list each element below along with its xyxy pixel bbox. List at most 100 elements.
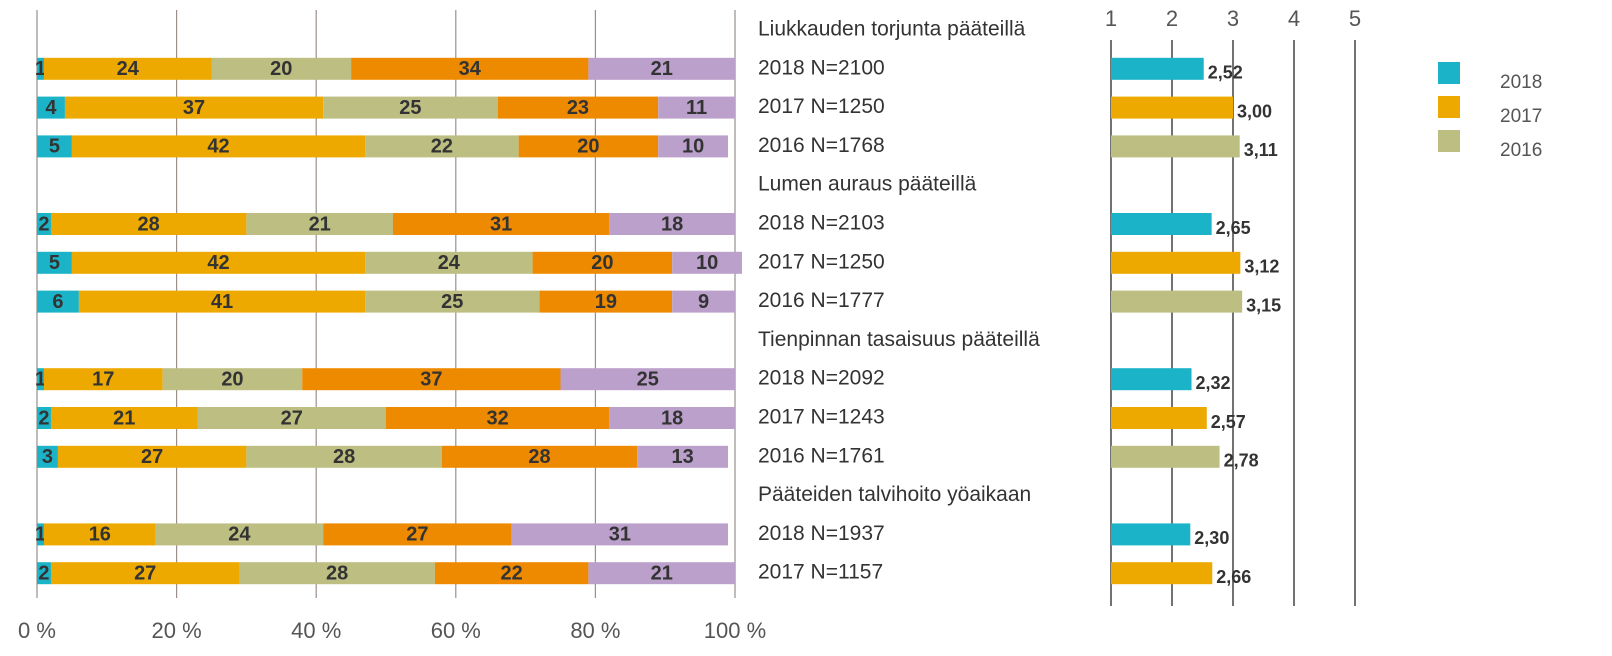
legend-label: 2016 [1500, 140, 1542, 161]
bar-segment [539, 290, 673, 313]
segment-label: 10 [696, 252, 718, 274]
bar [1111, 368, 1192, 391]
bar-segment [323, 523, 512, 546]
segment-label: 13 [672, 446, 694, 468]
bar-segment [37, 368, 44, 391]
segment-label: 24 [117, 58, 140, 80]
bar-segment [37, 445, 58, 468]
legend-swatch [1438, 96, 1460, 118]
value-label: 2,65 [1216, 218, 1251, 238]
bar-segment [37, 562, 51, 585]
x-tick-label: 4 [1288, 6, 1300, 31]
segment-label: 20 [270, 58, 292, 80]
segment-label: 3 [42, 446, 53, 468]
bar-segment [197, 407, 386, 429]
segment-label: 28 [528, 446, 550, 468]
segment-label: 28 [138, 213, 160, 235]
bar-segment [43, 57, 212, 80]
bar [1111, 290, 1243, 313]
segment-label: 42 [207, 136, 229, 158]
segment-label: 10 [682, 136, 704, 158]
bar-segment [672, 251, 742, 274]
bar-segment [672, 290, 735, 313]
bar [1111, 445, 1220, 468]
group-title: Lumen auraus pääteillä [758, 173, 977, 196]
segment-label: 16 [89, 524, 111, 546]
segment-label: 23 [567, 97, 589, 119]
bar-segment [637, 445, 729, 468]
bar-segment [609, 407, 735, 429]
x-tick-label: 3 [1227, 6, 1239, 31]
legend-label: 2018 [1500, 72, 1542, 93]
bar-segment [37, 290, 79, 313]
segment-label: 21 [651, 562, 673, 584]
legend-swatch [1438, 130, 1460, 152]
bar [1111, 213, 1212, 235]
bar-segment [497, 96, 659, 119]
bar-segment [50, 562, 240, 585]
segment-label: 11 [686, 97, 707, 119]
row-label: 2016 N=1761 [758, 444, 885, 467]
segment-label: 24 [438, 252, 461, 274]
row-label: 2017 N=1250 [758, 250, 885, 273]
segment-label: 6 [52, 291, 63, 313]
bar-segment [37, 523, 44, 546]
bar-segment [518, 135, 659, 158]
x-tick-label: 60 % [431, 618, 481, 643]
bar-segment [434, 562, 589, 585]
x-tick-label: 5 [1349, 6, 1361, 31]
value-label: 2,32 [1196, 373, 1231, 393]
segment-label: 21 [651, 58, 673, 80]
bar-segment [43, 368, 163, 391]
row-label: 2017 N=1250 [758, 95, 885, 118]
bar-segment [37, 96, 65, 119]
row-label: 2018 N=1937 [758, 522, 885, 545]
value-label: 2,57 [1211, 412, 1246, 432]
segment-label: 22 [431, 136, 453, 158]
legend-swatch [1438, 62, 1460, 84]
segment-label: 17 [92, 368, 114, 390]
bar-segment [162, 368, 303, 391]
segment-label: 31 [490, 213, 512, 235]
row-label: 2016 N=1777 [758, 289, 885, 312]
value-label: 3,15 [1246, 295, 1281, 315]
value-label: 3,00 [1237, 101, 1272, 121]
segment-label: 25 [399, 97, 421, 119]
bar-segment [658, 96, 735, 119]
group-title: Pääteiden talvihoito yöaikaan [758, 483, 1031, 506]
x-tick-label: 0 % [18, 618, 56, 643]
group-title: Liukkauden torjunta pääteillä [758, 18, 1026, 41]
segment-label: 37 [420, 368, 442, 390]
segment-label: 25 [637, 368, 659, 390]
bar-segment [532, 251, 673, 274]
bar-segment [658, 135, 729, 158]
bar-segment [392, 213, 610, 235]
value-label: 3,12 [1244, 257, 1279, 277]
segment-label: 5 [49, 252, 60, 274]
segment-label: 20 [591, 252, 613, 274]
group-title: Tienpinnan tasaisuus pääteillä [758, 328, 1040, 351]
segment-label: 1 [35, 368, 46, 390]
bar [1111, 562, 1213, 585]
bar [1111, 57, 1204, 80]
bar-segment [246, 445, 442, 468]
bar-segment [365, 135, 519, 158]
bar-segment [50, 213, 247, 235]
bar-segment [37, 213, 51, 235]
value-label: 2,78 [1224, 451, 1259, 471]
bar-segment [71, 135, 366, 158]
x-tick-label: 40 % [291, 618, 341, 643]
bar-segment [37, 57, 44, 80]
segment-label: 41 [211, 291, 233, 313]
bar-segment [71, 251, 366, 274]
bar-segment [78, 290, 366, 313]
segment-label: 1 [35, 524, 46, 546]
segment-label: 28 [326, 562, 348, 584]
bar-segment [211, 57, 352, 80]
bar [1111, 96, 1233, 119]
segment-label: 18 [661, 407, 683, 429]
row-label: 2018 N=2100 [758, 56, 885, 79]
x-tick-label: 80 % [570, 618, 620, 643]
segment-label: 2 [38, 407, 49, 429]
bar-segment [511, 523, 729, 546]
